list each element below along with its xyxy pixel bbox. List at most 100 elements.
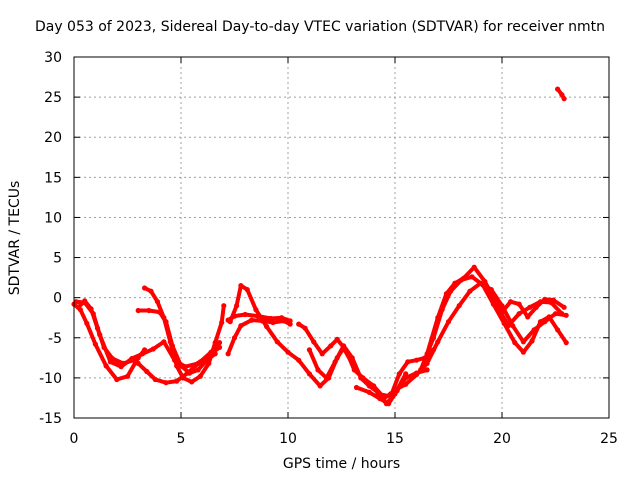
data-point [482,279,488,285]
data-point [142,285,148,291]
data-point [161,339,167,345]
data-point [92,341,98,347]
data-point [561,96,567,102]
data-point [146,307,152,314]
data-point [424,351,430,357]
series-track-9 [225,311,293,324]
data-point [157,309,163,315]
data-point [375,391,381,397]
data-series [71,86,569,407]
data-point [418,367,424,373]
data-point [546,314,552,320]
data-point [287,318,293,324]
y-tick-label: 25 [44,90,62,106]
data-point [559,311,565,317]
data-point [234,303,240,309]
data-point [563,340,569,346]
data-point [163,319,169,325]
data-point [323,375,330,381]
series-line [418,274,569,372]
data-point [520,339,527,345]
data-point [75,304,81,310]
data-point [469,274,475,280]
y-tick-label: -15 [39,411,62,427]
data-point [212,351,218,357]
data-point [561,304,567,310]
data-point [445,319,452,325]
data-point [174,378,180,384]
data-point [249,317,255,323]
data-point [317,383,323,389]
data-point [296,321,302,327]
data-point [94,325,101,331]
data-point [178,363,184,369]
data-point [512,340,518,346]
data-point [219,319,225,326]
data-point [231,335,238,341]
data-point [120,360,126,366]
data-point [163,380,169,386]
y-tick-label: 5 [53,251,62,267]
data-point [319,351,325,357]
data-point [255,313,261,319]
data-point [516,301,522,307]
data-point [225,317,231,323]
data-point [302,325,308,331]
data-point [366,383,372,389]
series-line [72,302,147,382]
data-point [529,338,535,344]
y-tick-label: 0 [53,291,62,307]
data-point [124,373,131,379]
data-point [101,344,107,350]
y-tick-label: 15 [44,170,62,186]
data-point [148,288,154,294]
data-point [197,359,203,365]
data-point [424,367,430,373]
series-track-3 [75,298,137,366]
series-track-17 [495,299,565,329]
x-tick-label: 0 [70,431,79,447]
data-point [527,304,533,310]
data-point [353,384,360,391]
data-point [279,315,285,321]
y-tick-label: 30 [44,50,62,66]
data-point [388,393,394,399]
data-point [139,351,146,357]
data-point [467,288,473,294]
data-point [495,304,501,310]
data-point [231,313,238,319]
series-track-1 [71,301,148,383]
data-point [268,315,274,322]
series-track-18 [555,86,567,102]
data-point [559,92,565,98]
data-point [520,349,527,355]
series-track-15 [418,274,569,373]
data-point [73,299,79,305]
data-point [443,291,449,297]
y-tick-label: -5 [48,331,62,347]
data-point [242,311,248,318]
axis-ticks: 0 5 10 15 20 25 -15 -10 -5 0 5 10 15 20 25 30 [39,50,618,447]
x-tick-label: 15 [386,431,404,447]
data-point [270,319,276,326]
data-point [358,375,364,381]
data-point [490,295,496,301]
data-point [238,283,244,289]
data-point [328,343,334,349]
x-tick-label: 5 [177,431,186,447]
series-line [226,318,293,356]
data-point [392,387,398,393]
data-point [174,363,180,369]
data-point [82,298,88,304]
data-point [471,264,477,270]
data-point [377,396,383,402]
data-point [144,368,150,375]
data-point [403,381,409,387]
data-point [525,314,531,320]
data-point [311,339,317,345]
data-point [189,379,195,385]
data-point [216,340,223,346]
data-point [366,389,372,395]
data-point [435,339,441,345]
